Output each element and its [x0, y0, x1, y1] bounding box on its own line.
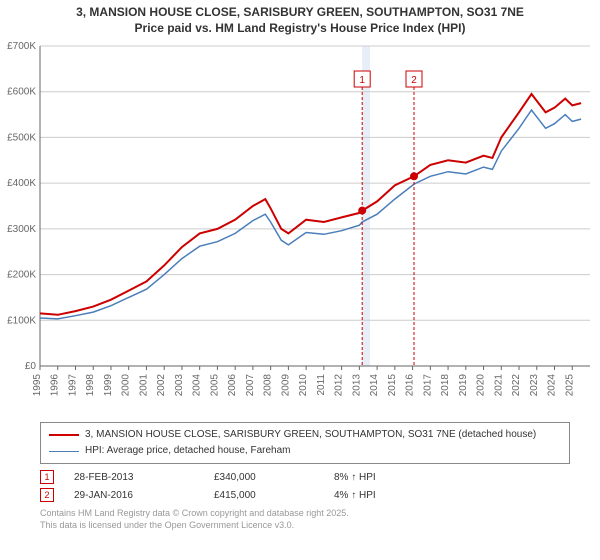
legend-label: HPI: Average price, detached house, Fare…	[85, 443, 291, 459]
sale-marker-dot	[358, 207, 366, 215]
x-tick-label: 2020	[476, 374, 487, 397]
x-tick-label: 2013	[351, 374, 362, 397]
y-tick-label: £0	[25, 361, 37, 372]
chart-title: 3, MANSION HOUSE CLOSE, SARISBURY GREEN,…	[0, 0, 600, 36]
legend-item: 3, MANSION HOUSE CLOSE, SARISBURY GREEN,…	[49, 427, 561, 443]
x-tick-label: 2008	[263, 374, 274, 397]
legend: 3, MANSION HOUSE CLOSE, SARISBURY GREEN,…	[40, 422, 570, 464]
y-tick-label: £100K	[7, 316, 36, 327]
x-tick-label: 2018	[440, 374, 451, 397]
x-tick-label: 2007	[245, 374, 256, 397]
legend-swatch	[49, 451, 79, 452]
sale-row-date: 28-FEB-2013	[74, 472, 214, 483]
footer-line2: This data is licensed under the Open Gov…	[40, 520, 570, 532]
x-tick-label: 1999	[103, 374, 114, 397]
sale-row-price: £415,000	[214, 490, 334, 501]
x-tick-label: 2014	[369, 374, 380, 397]
x-tick-label: 2005	[209, 374, 220, 397]
chart-area: £0 £100K £200K £300K £400K £500K £600K £700K 199…	[0, 36, 600, 416]
x-tick-label: 1995	[32, 374, 43, 397]
sales-table: 1 28-FEB-2013£340,0008% ↑ HPI 2 29-JAN-2016…	[40, 468, 570, 504]
legend-swatch	[49, 434, 79, 436]
y-tick-label: £400K	[7, 179, 36, 190]
x-tick-label: 2004	[192, 374, 203, 397]
sale-row: 2 29-JAN-2016£415,0004% ↑ HPI	[40, 486, 570, 504]
x-tick-label: 2003	[174, 374, 185, 397]
x-tick-label: 2021	[493, 374, 504, 397]
x-tick-label: 2006	[227, 374, 238, 397]
x-tick-label: 2016	[405, 374, 416, 397]
x-tick-label: 2000	[121, 374, 132, 397]
sale-marker-number: 1	[359, 75, 365, 86]
x-tick-label: 2017	[422, 374, 433, 397]
legend-label: 3, MANSION HOUSE CLOSE, SARISBURY GREEN,…	[85, 427, 536, 443]
x-tick-label: 2001	[138, 374, 149, 397]
sale-row-price: £340,000	[214, 472, 334, 483]
x-tick-label: 2023	[529, 374, 540, 397]
title-line1: 3, MANSION HOUSE CLOSE, SARISBURY GREEN,…	[10, 4, 590, 20]
x-tick-label: 2022	[511, 374, 522, 397]
sale-row-marker: 1	[40, 470, 54, 484]
title-line2: Price paid vs. HM Land Registry's House …	[10, 20, 590, 36]
line-chart: £0 £100K £200K £300K £400K £500K £600K £700K 199…	[0, 36, 600, 416]
y-tick-label: £700K	[7, 41, 36, 52]
x-tick-label: 1996	[50, 374, 61, 397]
x-tick-label: 2011	[316, 374, 327, 396]
x-tick-label: 2025	[564, 374, 575, 397]
sale-row-date: 29-JAN-2016	[74, 490, 214, 501]
sale-row-marker: 2	[40, 488, 54, 502]
y-tick-label: £600K	[7, 87, 36, 98]
y-tick-label: £300K	[7, 224, 36, 235]
x-tick-label: 1997	[67, 374, 78, 397]
x-tick-label: 2019	[458, 374, 469, 397]
legend-item: HPI: Average price, detached house, Fare…	[49, 443, 561, 459]
footer-line1: Contains HM Land Registry data © Crown c…	[40, 508, 570, 520]
footer-attribution: Contains HM Land Registry data © Crown c…	[40, 508, 570, 531]
x-tick-label: 2024	[547, 374, 558, 397]
x-tick-label: 2002	[156, 374, 167, 397]
x-tick-label: 2009	[280, 374, 291, 397]
sale-marker-dot	[410, 173, 418, 181]
x-tick-label: 2015	[387, 374, 398, 397]
x-tick-label: 2010	[298, 374, 309, 397]
sale-marker-number: 2	[411, 75, 417, 86]
y-tick-label: £200K	[7, 270, 36, 281]
sale-row-delta: 8% ↑ HPI	[334, 472, 570, 483]
sale-row-delta: 4% ↑ HPI	[334, 490, 570, 501]
x-tick-label: 1998	[85, 374, 96, 397]
x-tick-label: 2012	[334, 374, 345, 397]
sale-row: 1 28-FEB-2013£340,0008% ↑ HPI	[40, 468, 570, 486]
y-tick-label: £500K	[7, 133, 36, 144]
series-property	[40, 94, 581, 315]
